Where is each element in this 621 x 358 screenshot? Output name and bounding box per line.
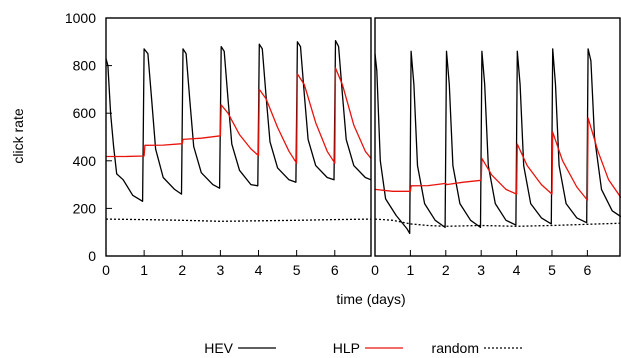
left-x-tick-label: 6 <box>331 262 339 278</box>
right-panel-frame <box>374 17 621 257</box>
right-x-tick-label: 6 <box>583 262 591 278</box>
right-x-tick-label: 5 <box>548 262 556 278</box>
x-axis-title: time (days) <box>336 291 405 307</box>
y-tick-label: 1000 <box>65 10 96 26</box>
axis-ticks: 0 200 400 600 800 1000 0 1 2 3 4 5 6 0 1 2 3 4 5 6 <box>65 10 592 278</box>
right-x-tick-label: 0 <box>371 262 379 278</box>
legend-label-hlp: HLP <box>333 340 360 356</box>
y-tick-label: 200 <box>73 200 97 216</box>
left-series-random <box>105 218 372 222</box>
right-x-tick-label: 3 <box>477 262 485 278</box>
y-tick-label: 0 <box>88 248 96 264</box>
y-axis-title: click rate <box>10 108 26 163</box>
plot-lines <box>105 39 621 235</box>
legend: HEV HLP random <box>204 340 522 356</box>
right-x-tick-label: 2 <box>442 262 450 278</box>
y-tick-label: 400 <box>73 153 97 169</box>
y-tick-label: 800 <box>73 58 97 74</box>
left-series-hev <box>105 39 372 202</box>
y-tick-label: 600 <box>73 105 97 121</box>
left-x-tick-label: 0 <box>102 262 110 278</box>
right-series-hev <box>374 48 621 235</box>
right-x-tick-label: 4 <box>513 262 521 278</box>
right-x-tick-label: 1 <box>406 262 414 278</box>
right-series-random <box>374 218 621 227</box>
left-x-tick-label: 3 <box>216 262 224 278</box>
right-series-hlp <box>374 117 621 201</box>
left-x-tick-label: 4 <box>255 262 263 278</box>
panel-frames <box>105 17 621 257</box>
left-x-tick-label: 2 <box>178 262 186 278</box>
left-x-tick-label: 1 <box>140 262 148 278</box>
left-x-tick-label: 5 <box>293 262 301 278</box>
left-panel-frame <box>105 17 372 257</box>
legend-label-hev: HEV <box>204 340 233 356</box>
legend-label-random: random <box>432 340 479 356</box>
left-series-hlp <box>106 67 372 164</box>
